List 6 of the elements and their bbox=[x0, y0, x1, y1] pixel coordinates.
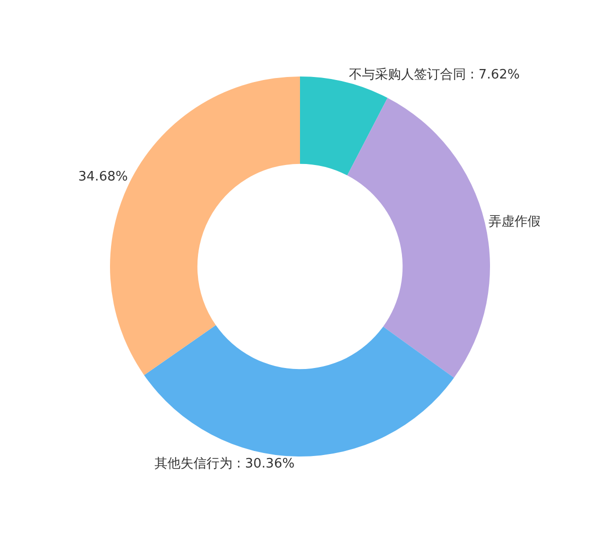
slice-label: 弄虚作假 bbox=[488, 214, 541, 230]
data-label: 34.68% bbox=[78, 169, 128, 184]
slice-label: 其他失信行为 : 30.36% bbox=[154, 456, 295, 472]
donut-slice bbox=[347, 98, 490, 378]
donut-slice bbox=[144, 325, 454, 456]
slice-label: 不与采购人签订合同 : 7.62% bbox=[348, 67, 520, 82]
